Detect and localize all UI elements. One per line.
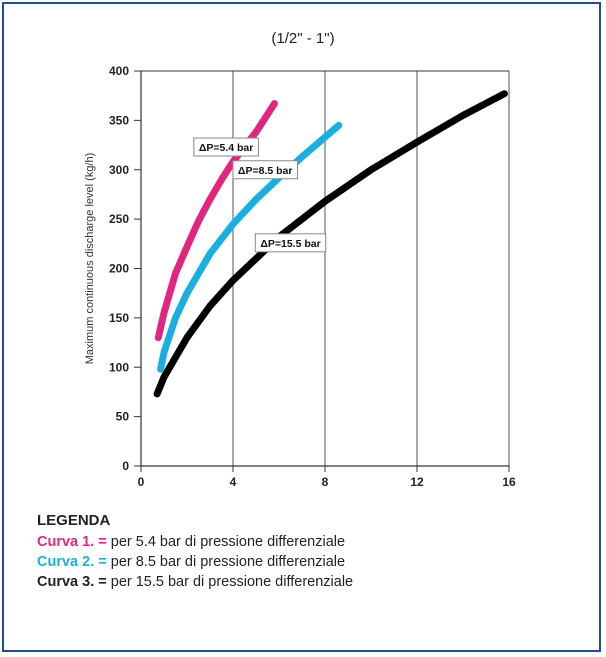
y-tick-label-0: 0 — [122, 459, 129, 473]
legend-row-2: Curva 2. = per 8.5 bar di pressione diff… — [37, 552, 353, 572]
legend-key-2: Curva 2. = — [37, 554, 107, 570]
legend-key-1: Curva 1. = — [37, 534, 107, 550]
curve-label-2: ΔP=8.5 bar — [238, 165, 293, 177]
y-tick-label-150: 150 — [109, 311, 129, 325]
legend-heading: LEGENDA — [37, 512, 111, 529]
x-tick-label-8: 8 — [322, 475, 329, 489]
x-tick-label-4: 4 — [230, 475, 237, 489]
y-tick-label-200: 200 — [109, 262, 129, 276]
series-line-1 — [154, 100, 278, 342]
legend-key-3: Curva 3. = — [37, 574, 107, 590]
y-tick-label-350: 350 — [109, 113, 129, 127]
series-line-2 — [157, 121, 343, 373]
x-tick-label-12: 12 — [410, 475, 424, 489]
y-axis-label: Maximum continuous discharge level (kg/h… — [84, 153, 96, 365]
curve-label-3: ΔP=15.5 bar — [260, 238, 320, 250]
curve-label-box-2 — [232, 160, 298, 180]
curve-label-box-1 — [193, 137, 259, 157]
curve-label-box-3 — [254, 233, 327, 253]
legend-text-2: per 8.5 bar di pressione differenziale — [110, 554, 346, 570]
y-tick-label-300: 300 — [109, 163, 129, 177]
x-tick-label-16: 16 — [502, 475, 516, 489]
y-tick-label-250: 250 — [109, 212, 129, 226]
y-tick-label-400: 400 — [109, 64, 129, 78]
x-tick-label-0: 0 — [138, 475, 145, 489]
legend-text-3: per 15.5 bar di pressione differenziale — [110, 574, 354, 590]
chart-frame — [2, 2, 601, 652]
y-tick-label-100: 100 — [109, 360, 129, 374]
legend: LEGENDA Curva 1. = per 5.4 bar di pressi… — [37, 511, 353, 592]
legend-row-3: Curva 3. = per 15.5 bar di pressione dif… — [37, 572, 353, 592]
chart-title: (1/2" - 1") — [271, 30, 335, 47]
y-tick-label-50: 50 — [116, 410, 130, 424]
legend-text-1: per 5.4 bar di pressione differenziale — [110, 534, 346, 550]
legend-row-1: Curva 1. = per 5.4 bar di pressione diff… — [37, 532, 353, 552]
series-line-3 — [153, 90, 508, 398]
curve-label-1: ΔP=5.4 bar — [199, 142, 254, 154]
